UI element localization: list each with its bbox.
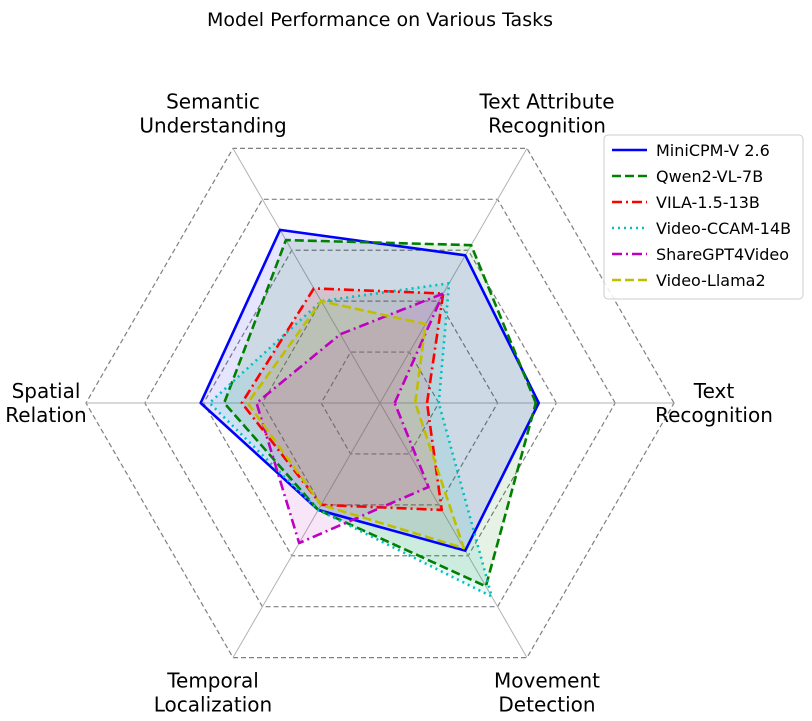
axis-label-line: Text Attribute <box>478 90 614 114</box>
chart-title: Model Performance on Various Tasks <box>207 9 553 31</box>
axis-label-line: Recognition <box>655 403 773 427</box>
axis-label-line: Understanding <box>139 114 286 138</box>
axis-label-line: Relation <box>5 403 86 427</box>
axis-label-2: Text Attribute Recognition <box>478 90 614 138</box>
axis-spoke-3 <box>232 148 381 404</box>
axis-label-4: Spatial Relation <box>5 379 86 427</box>
axis-label-line: Semantic <box>166 90 260 114</box>
axis-label-3: Semantic Understanding <box>139 90 286 138</box>
series-fill-2 <box>224 240 536 587</box>
axis-spoke-5 <box>232 402 381 658</box>
series-line-5 <box>255 292 445 545</box>
axis-spoke-6 <box>379 402 528 658</box>
legend: MiniCPM-V 2.6 Qwen2-VL-7B VILA-1.5-13B Vide… <box>603 134 804 300</box>
series-fill-1 <box>200 229 539 551</box>
legend-label-1: MiniCPM-V 2.6 <box>656 141 770 160</box>
axis-label-5: Temporal Localization <box>154 668 272 716</box>
axis-label-line: Temporal <box>166 668 259 692</box>
legend-label-6: Video-Llama2 <box>656 271 766 290</box>
series-lines <box>199 228 541 598</box>
axis-label-line: Localization <box>154 692 272 716</box>
series-fill-3 <box>241 288 444 510</box>
axis-label-line: Text <box>693 379 735 403</box>
series-line-4 <box>208 282 494 598</box>
series-line-1 <box>199 228 541 552</box>
axis-label-line: Movement <box>494 668 600 692</box>
axis-label-1: Text Recognition <box>655 379 773 427</box>
legend-label-2: Qwen2-VL-7B <box>656 167 763 186</box>
legend-frame <box>603 134 804 300</box>
axis-label-line: Detection <box>498 692 595 716</box>
axis-label-6: Movement Detection <box>494 668 600 716</box>
axis-label-line: Spatial <box>12 379 81 403</box>
legend-label-4: Video-CCAM-14B <box>656 219 791 238</box>
legend-label-3: VILA-1.5-13B <box>656 193 760 212</box>
series-fill-6 <box>247 301 464 549</box>
radar-spokes <box>86 148 674 658</box>
axis-spoke-2 <box>379 148 528 404</box>
series-line-6 <box>246 299 466 550</box>
legend-label-5: ShareGPT4Video <box>656 245 789 264</box>
series-line-2 <box>222 238 538 588</box>
series-line-3 <box>240 287 445 512</box>
axis-label-line: Recognition <box>488 114 606 138</box>
